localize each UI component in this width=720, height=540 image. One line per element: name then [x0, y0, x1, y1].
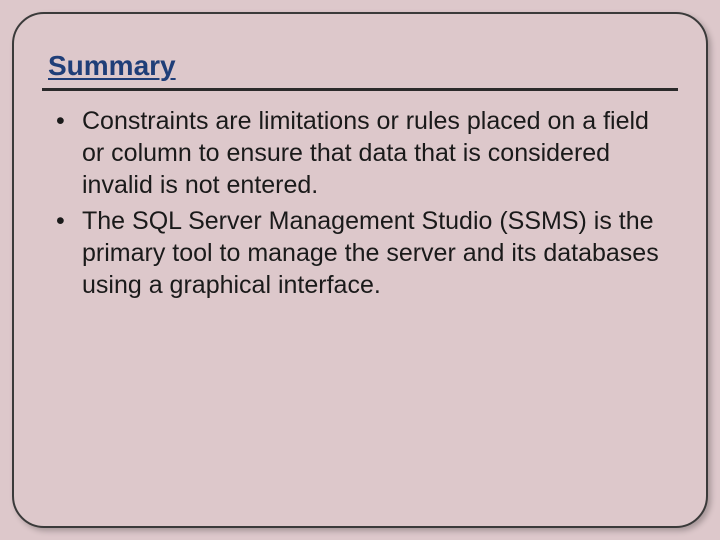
list-item: Constraints are limitations or rules pla… [52, 105, 678, 201]
bullet-list: Constraints are limitations or rules pla… [42, 105, 678, 301]
title-underline-rule [42, 88, 678, 91]
list-item: The SQL Server Management Studio (SSMS) … [52, 205, 678, 301]
slide-frame: Summary Constraints are limitations or r… [12, 12, 708, 528]
slide-title: Summary [42, 50, 678, 82]
